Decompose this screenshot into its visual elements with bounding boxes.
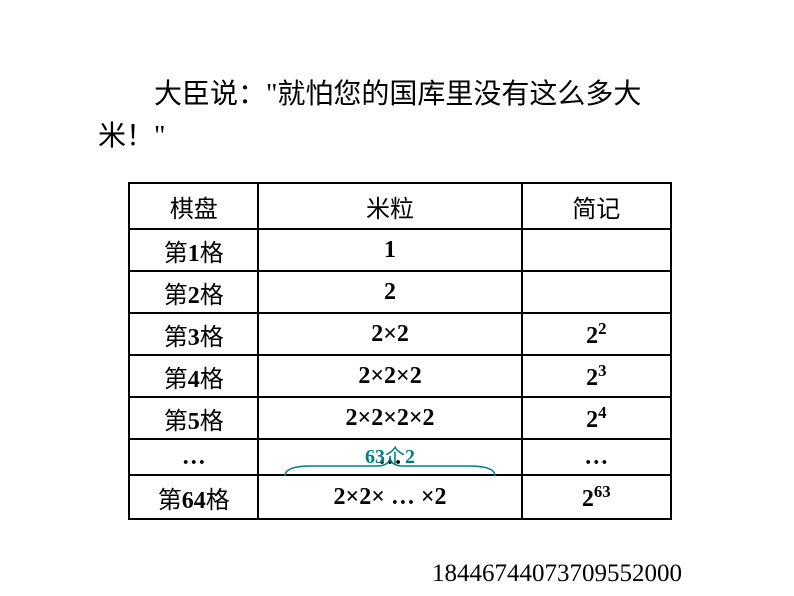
intro-text: 大臣说："就怕您的国库里没有这么多大米！": [98, 74, 698, 158]
table-row: 第3格 2×2 22: [129, 313, 671, 355]
cell-notation: 22: [522, 313, 671, 355]
cell-notation: [522, 271, 671, 313]
table-row: 第64格 63个2 2×2× … ×2 263: [129, 475, 671, 519]
header-col-board: 棋盘: [129, 183, 258, 229]
cell-grains: 2×2×2: [258, 355, 521, 397]
cell-grains-text: 2×2× … ×2: [334, 484, 447, 510]
cell-grains: 2×2: [258, 313, 521, 355]
cell-grains-brace: 63个2 2×2× … ×2: [258, 475, 521, 519]
table-header-row: 棋盘 米粒 简记: [129, 183, 671, 229]
table-row: 第1格 1: [129, 229, 671, 271]
header-col-grains: 米粒: [258, 183, 521, 229]
table-row: 第2格 2: [129, 271, 671, 313]
cell-board: 第64格: [129, 475, 258, 519]
brace-label: 63个2: [259, 440, 520, 469]
rice-table: 棋盘 米粒 简记 第1格 1 第2格 2 第3格 2×2 22 第4格 2×2×…: [128, 182, 672, 520]
cell-board: …: [129, 439, 258, 475]
cell-grains: 2×2×2×2: [258, 397, 521, 439]
cell-notation: 263: [522, 475, 671, 519]
cell-grains: 1: [258, 229, 521, 271]
cell-board: 第2格: [129, 271, 258, 313]
table-row: 第4格 2×2×2 23: [129, 355, 671, 397]
rice-table-container: 棋盘 米粒 简记 第1格 1 第2格 2 第3格 2×2 22 第4格 2×2×…: [128, 182, 672, 520]
header-col-notation: 简记: [522, 183, 671, 229]
cell-notation: …: [522, 439, 671, 475]
cell-board: 第4格: [129, 355, 258, 397]
cell-board: 第1格: [129, 229, 258, 271]
footer-number: 18446744073709552000: [432, 560, 682, 588]
cell-notation: 23: [522, 355, 671, 397]
table-row: 第5格 2×2×2×2 24: [129, 397, 671, 439]
cell-board: 第5格: [129, 397, 258, 439]
cell-board: 第3格: [129, 313, 258, 355]
cell-notation: [522, 229, 671, 271]
cell-grains: 2: [258, 271, 521, 313]
cell-notation: 24: [522, 397, 671, 439]
